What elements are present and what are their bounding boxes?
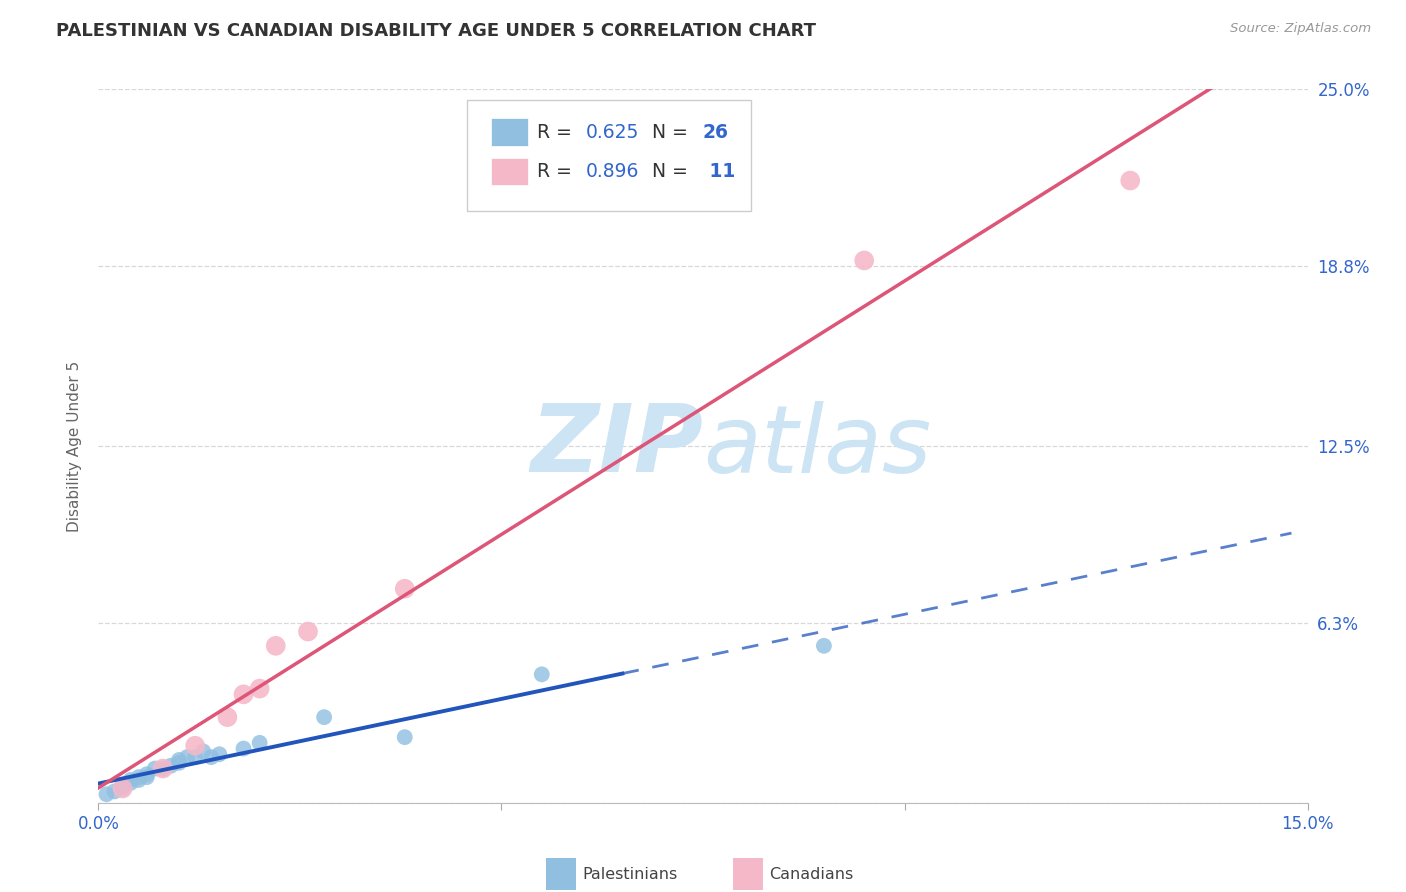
Point [249, 681, 271, 696]
Text: Source: ZipAtlas.com: Source: ZipAtlas.com [1230, 22, 1371, 36]
Point [249, 736, 271, 750]
Text: Canadians: Canadians [769, 867, 853, 881]
Point [184, 750, 207, 764]
FancyBboxPatch shape [546, 858, 576, 890]
Text: 0.896: 0.896 [586, 161, 640, 181]
Point [167, 756, 190, 770]
Text: N =: N = [652, 122, 695, 142]
Point [232, 741, 254, 756]
Point [530, 667, 553, 681]
Point [135, 770, 157, 784]
Point [853, 253, 876, 268]
Point [135, 767, 157, 781]
Point [111, 781, 134, 796]
Text: N =: N = [652, 161, 695, 181]
Point [120, 776, 142, 790]
Point [152, 762, 174, 776]
Point [128, 772, 150, 787]
FancyBboxPatch shape [734, 858, 763, 890]
Point [111, 781, 134, 796]
Point [200, 750, 222, 764]
Point [176, 750, 198, 764]
Point [160, 758, 183, 772]
Point [1119, 173, 1142, 187]
Point [120, 772, 142, 787]
Point [128, 770, 150, 784]
Point [314, 710, 336, 724]
FancyBboxPatch shape [492, 158, 527, 185]
Text: atlas: atlas [703, 401, 931, 491]
Text: PALESTINIAN VS CANADIAN DISABILITY AGE UNDER 5 CORRELATION CHART: PALESTINIAN VS CANADIAN DISABILITY AGE U… [56, 22, 817, 40]
Point [264, 639, 287, 653]
FancyBboxPatch shape [492, 119, 527, 145]
Point [184, 739, 207, 753]
Point [813, 639, 835, 653]
Point [217, 710, 239, 724]
Point [232, 687, 254, 701]
Point [208, 747, 231, 762]
Text: Palestinians: Palestinians [582, 867, 678, 881]
Point [103, 784, 125, 798]
Point [152, 762, 174, 776]
Point [143, 762, 166, 776]
Point [394, 582, 416, 596]
Y-axis label: Disability Age Under 5: Disability Age Under 5 [66, 360, 82, 532]
Point [111, 779, 134, 793]
Text: R =: R = [537, 122, 578, 142]
Point [394, 730, 416, 744]
Point [193, 744, 215, 758]
Text: R =: R = [537, 161, 578, 181]
Text: 11: 11 [703, 161, 735, 181]
Text: ZIP: ZIP [530, 400, 703, 492]
Point [297, 624, 319, 639]
Point [167, 753, 190, 767]
Text: 0.625: 0.625 [586, 122, 640, 142]
Point [96, 787, 118, 801]
FancyBboxPatch shape [467, 100, 751, 211]
Text: 26: 26 [703, 122, 728, 142]
